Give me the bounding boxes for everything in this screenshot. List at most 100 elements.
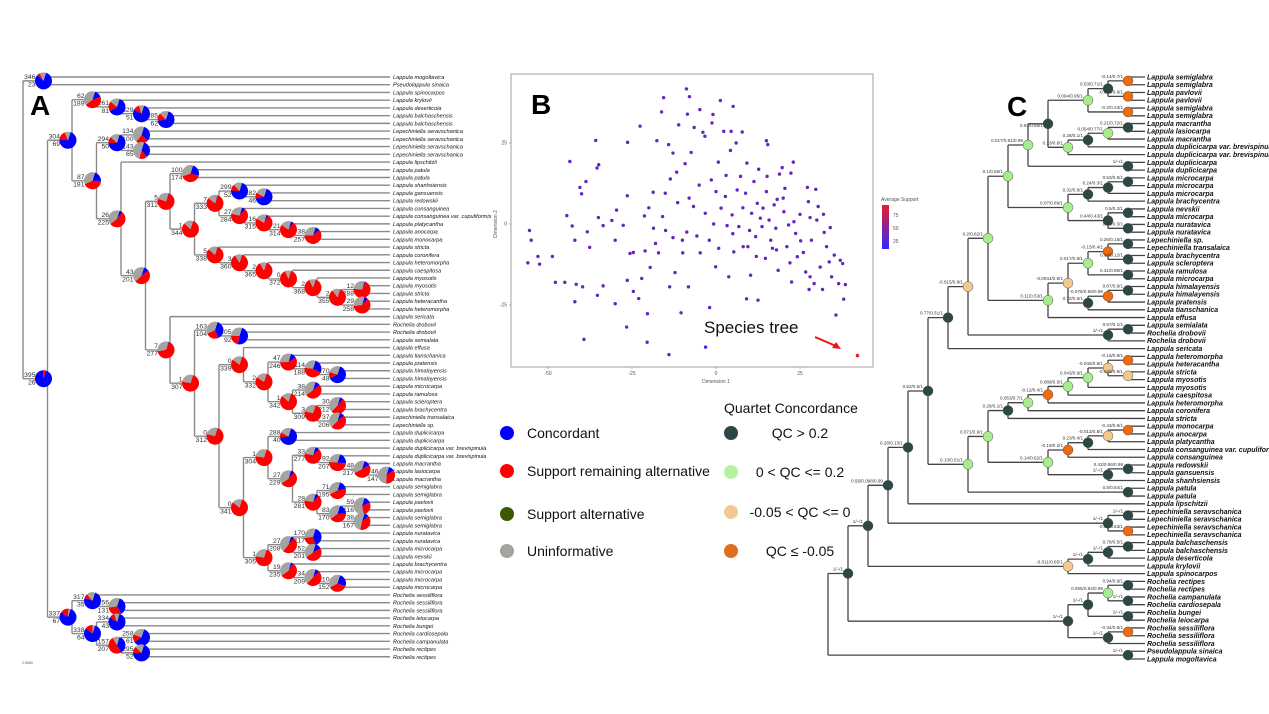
qc-node-label: -0.068/0.9/1 <box>1098 89 1123 94</box>
legend-label: Concordant <box>527 425 599 441</box>
node-label-conflicting: 35 <box>77 602 85 609</box>
pie-slice <box>331 399 346 415</box>
scatter-point <box>809 238 814 242</box>
pie-slice <box>206 427 218 437</box>
tip-label: Lappula macrantha <box>393 477 441 483</box>
pie-slice <box>280 470 292 484</box>
pie-slice <box>166 193 170 202</box>
qc-node <box>982 233 994 244</box>
qc-node <box>1082 134 1094 146</box>
scale-bar-label: 1.0000 <box>22 661 33 665</box>
qc-node <box>1102 587 1114 599</box>
node-label-concordant: 7 <box>203 197 207 204</box>
pie-slice <box>288 536 295 545</box>
scatter-point <box>754 254 759 259</box>
pie-slice <box>157 341 169 352</box>
qc-node <box>1122 91 1134 102</box>
legend-label: -0.05 < QC <= 0 <box>750 504 851 520</box>
pie-slice <box>313 279 316 288</box>
node-label-concordant: 29 <box>346 298 354 305</box>
pie-slice <box>231 207 243 216</box>
pie-chart <box>59 608 77 626</box>
pie-slice <box>281 221 292 230</box>
qc-node-label: -0.076/0.56/0.99 <box>1070 289 1104 294</box>
pie-chart <box>353 497 371 515</box>
qc-node <box>1082 372 1094 383</box>
scatter-point <box>638 124 642 128</box>
pie-chart <box>353 460 371 478</box>
node-label-conflicting: 214 <box>294 391 306 398</box>
pie-slice <box>59 132 68 141</box>
tip-label: Lappula microcarpa <box>1147 191 1214 198</box>
pie-slice <box>329 366 341 375</box>
pie-slice <box>353 497 365 515</box>
scatter-point <box>756 298 760 302</box>
legend-swatch-icon <box>500 507 514 521</box>
legend-swatch-icon <box>500 544 514 558</box>
pie-slice <box>288 562 294 571</box>
pie-slice <box>281 472 298 488</box>
qc-node <box>1122 424 1134 436</box>
qc-node <box>1102 83 1114 94</box>
scatter-point <box>744 297 749 301</box>
scatter-point <box>667 352 671 357</box>
pie-chart <box>108 134 126 152</box>
node-label-concordant: 34 <box>297 571 305 578</box>
tip-label: Lappula pavlovii <box>393 508 434 514</box>
species-tree-annotation: Species tree <box>704 318 799 337</box>
qc-node-label: -0.0044/0.8/1 <box>1036 276 1064 281</box>
tip-label: Lappula krylovii <box>393 98 432 104</box>
node-label-concordant: 0 <box>228 501 232 508</box>
tip-label: Lappula lasiocarpa <box>393 469 440 475</box>
tip-label: Lepechiniella seravschanica <box>393 152 463 158</box>
node-label-conflicting: 65 <box>126 151 134 158</box>
node-label-concordant: 304 <box>49 133 61 140</box>
node-label-conflicting: 339 <box>220 366 232 373</box>
scatter-point <box>681 251 685 255</box>
qc-node <box>1082 599 1094 610</box>
scatter-point <box>666 142 671 147</box>
scatter-point <box>769 238 773 242</box>
tip-label: Rochelia sessiliflora <box>393 593 442 599</box>
pie-slice <box>337 505 346 514</box>
node-label-concordant: 143 <box>122 144 134 151</box>
tip-label: Rochelia bungei <box>1147 610 1202 617</box>
scatter-point <box>587 245 592 250</box>
node-label-conflicting: 147 <box>367 476 379 483</box>
pie-chart <box>133 126 150 144</box>
pie-chart <box>34 370 52 388</box>
pie-slice <box>259 262 267 271</box>
tip-label: Lappula myosotis <box>1147 377 1207 384</box>
scatter-point <box>783 186 787 191</box>
scatter-point <box>740 130 744 134</box>
pie-slice <box>362 296 368 306</box>
tip-label: Rochelia rectipes <box>1147 587 1205 594</box>
pie-slice <box>304 229 322 244</box>
scatter-point <box>671 235 675 240</box>
pie-slice <box>135 644 145 653</box>
node-label-conflicting: 315 <box>245 224 257 231</box>
qc-node <box>1002 170 1014 182</box>
colorbar <box>882 205 889 249</box>
legend-swatch-icon <box>724 544 738 558</box>
qc-node <box>1062 142 1074 153</box>
scatter-point <box>716 160 721 164</box>
colorbar-tick-label: 25 <box>893 239 899 245</box>
tip-label: Lappula coronifera <box>1147 408 1210 415</box>
tip-label: Lappula microcarpa <box>1147 214 1214 221</box>
colorbar-tick-label: 75 <box>893 213 899 219</box>
pie-slice <box>255 215 273 232</box>
scatter-point <box>711 222 716 226</box>
node-label-conflicting: 189 <box>73 101 85 108</box>
scatter-point <box>685 230 689 234</box>
tip-label: Lappula macrantha <box>1147 136 1211 143</box>
tip-label: Lappula balchaschensis <box>1147 548 1228 555</box>
scatter-point <box>674 170 679 174</box>
pie-chart <box>280 393 297 411</box>
pie-slice <box>109 98 126 116</box>
tip-label: Rochelia leiocarpa <box>393 616 439 622</box>
tip-label: Lepechiniella seravschanica <box>393 137 463 143</box>
qc-node <box>1082 297 1094 309</box>
node-label-concordant: 261 <box>98 100 110 107</box>
tip-label: Lappula duplicicarpa var. brevispinula <box>1147 144 1269 151</box>
